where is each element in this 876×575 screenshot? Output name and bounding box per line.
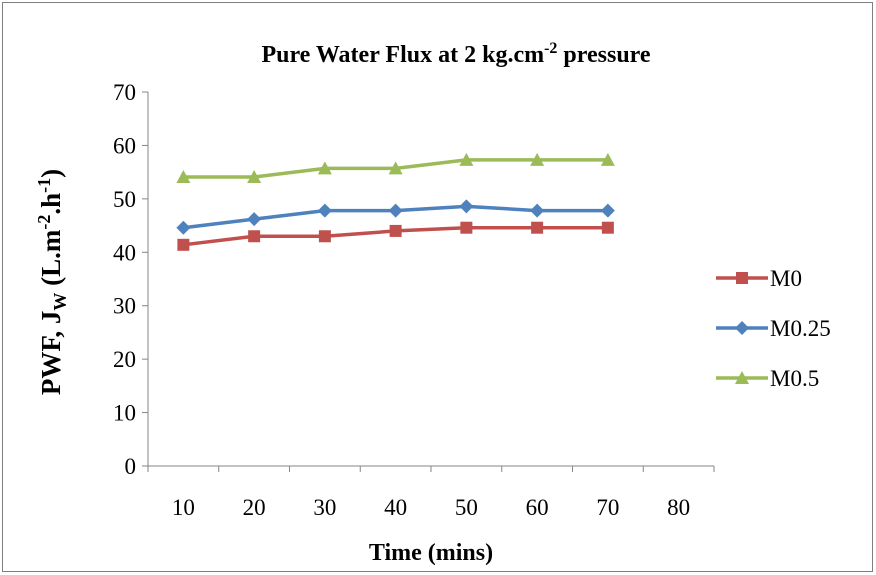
data-point-m0-5 [459, 152, 474, 166]
chart-title-sup: -2 [544, 40, 557, 57]
data-point-m0 [389, 224, 402, 237]
data-point-m0 [601, 221, 614, 234]
x-axis-label: Time (mins) [369, 540, 493, 566]
data-point-m0 [177, 238, 190, 251]
data-point-m0-25 [247, 212, 262, 227]
data-point-m0-5 [600, 152, 615, 166]
chart-title: Pure Water Flux at 2 kg.cm-2 pressure [261, 40, 650, 68]
data-point-m0 [318, 230, 331, 243]
y-tick-label: 70 [113, 80, 136, 105]
x-tick-label: 80 [667, 495, 690, 520]
data-point-m0-25 [530, 203, 545, 218]
legend-label-m0-25: M0.25 [770, 316, 831, 341]
data-point-m0-5 [247, 169, 262, 183]
y-tick-label: 30 [113, 294, 136, 319]
x-tick-label: 60 [526, 495, 549, 520]
x-tick-label: 10 [172, 495, 195, 520]
data-point-m0-5 [388, 161, 403, 175]
data-point-m0 [460, 221, 473, 234]
data-point-m0-25 [176, 220, 191, 235]
data-point-m0-25 [388, 203, 403, 218]
x-tick-label: 50 [455, 495, 478, 520]
data-point-m0-5 [176, 169, 191, 183]
data-point-m0-25 [317, 203, 332, 218]
y-tick-label: 20 [113, 347, 136, 372]
legend-marker-m0-25 [735, 321, 749, 335]
data-point-m0 [248, 230, 261, 243]
legend-label-m0: M0 [770, 266, 802, 291]
y-tick-label: 60 [113, 133, 136, 158]
chart-title-rest: pressure [557, 42, 650, 68]
x-tick-label: 40 [384, 495, 407, 520]
legend-label-m0-5: M0.5 [770, 366, 819, 391]
chart-title-main: Pure Water Flux at 2 kg.cm [261, 42, 544, 68]
y-tick-label: 10 [113, 401, 136, 426]
x-tick-label: 30 [313, 495, 336, 520]
data-point-m0-25 [600, 203, 615, 218]
legend-marker-m0 [736, 272, 748, 284]
y-tick-label: 40 [113, 240, 136, 265]
data-point-m0-5 [317, 161, 332, 175]
x-tick-label: 20 [243, 495, 266, 520]
data-point-m0-25 [459, 199, 474, 214]
y-tick-label: 0 [125, 454, 137, 479]
y-axis-label: PWF, JW (L.m-2.h-1) [34, 169, 70, 395]
y-tick-label: 50 [113, 187, 136, 212]
legend-marker-m0-5 [735, 371, 749, 384]
x-tick-label: 70 [596, 495, 619, 520]
data-point-m0-5 [530, 152, 545, 166]
data-point-m0 [531, 221, 544, 234]
